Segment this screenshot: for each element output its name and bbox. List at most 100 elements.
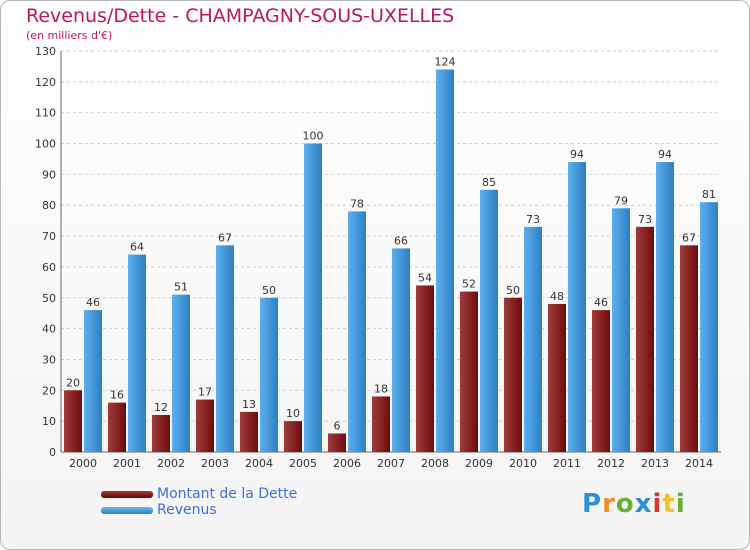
- legend-label-revenus: Revenus: [157, 502, 217, 518]
- data-label: 13: [242, 398, 256, 411]
- logo-letter: i: [675, 489, 686, 519]
- y-tick-label: 10: [42, 415, 56, 428]
- data-label: 73: [526, 213, 540, 226]
- data-label: 6: [334, 419, 341, 432]
- bar-revenus: [216, 245, 234, 452]
- logo-letter: i: [652, 489, 663, 519]
- bar-dette: [196, 399, 214, 452]
- bar-dette: [416, 285, 434, 452]
- bar-revenus: [612, 208, 630, 452]
- x-tick-label: 2005: [289, 457, 317, 470]
- bar-dette: [636, 226, 654, 452]
- data-label: 94: [570, 148, 584, 161]
- bar-revenus: [436, 69, 454, 452]
- x-tick-label: 2008: [421, 457, 449, 470]
- bar-revenus: [524, 226, 542, 452]
- data-label: 67: [682, 231, 696, 244]
- y-tick-label: 120: [35, 76, 56, 89]
- data-label: 64: [130, 241, 144, 254]
- legend-swatch-revenus: [101, 507, 153, 514]
- x-tick-label: 2006: [333, 457, 361, 470]
- data-label: 67: [218, 231, 232, 244]
- data-label: 51: [174, 281, 188, 294]
- bar-dette: [372, 396, 390, 452]
- bar-revenus: [172, 294, 190, 452]
- x-tick-label: 2009: [465, 457, 493, 470]
- x-tick-label: 2001: [113, 457, 141, 470]
- x-tick-label: 2011: [553, 457, 581, 470]
- proxiti-logo: Proxiti: [582, 489, 686, 519]
- data-label: 73: [638, 213, 652, 226]
- bar-dette: [328, 433, 346, 452]
- bar-revenus: [568, 162, 586, 453]
- bar-revenus: [348, 211, 366, 452]
- data-label: 50: [262, 284, 276, 297]
- chart-title: Revenus/Dette - CHAMPAGNY-SOUS-UXELLES: [26, 5, 455, 27]
- data-label: 79: [614, 194, 628, 207]
- logo-letter: o: [615, 489, 635, 519]
- bar-dette: [64, 390, 82, 452]
- data-label: 78: [350, 197, 364, 210]
- data-label: 94: [658, 148, 672, 161]
- y-tick-label: 90: [42, 168, 56, 181]
- data-label: 16: [110, 389, 124, 402]
- bar-dette: [460, 291, 478, 452]
- bar-dette: [240, 411, 258, 452]
- data-label: 17: [198, 386, 212, 399]
- logo-letter: P: [582, 489, 603, 519]
- data-label: 85: [482, 176, 496, 189]
- data-label: 124: [435, 56, 456, 69]
- y-tick-label: 30: [42, 353, 56, 366]
- bar-revenus: [656, 162, 674, 453]
- bar-dette: [504, 297, 522, 452]
- x-tick-label: 2010: [509, 457, 537, 470]
- y-tick-label: 40: [42, 323, 56, 336]
- y-tick-label: 110: [35, 107, 56, 120]
- data-label: 50: [506, 284, 520, 297]
- data-label: 46: [86, 296, 100, 309]
- logo-letter: r: [602, 489, 616, 519]
- y-tick-label: 20: [42, 384, 56, 397]
- data-label: 48: [550, 290, 564, 303]
- bar-dette: [152, 414, 170, 452]
- data-label: 100: [303, 130, 324, 143]
- data-label: 12: [154, 401, 168, 414]
- bar-dette: [592, 310, 610, 452]
- x-tick-label: 2007: [377, 457, 405, 470]
- x-tick-label: 2014: [685, 457, 713, 470]
- x-tick-label: 2003: [201, 457, 229, 470]
- bar-revenus: [84, 310, 102, 452]
- logo-letter: t: [662, 489, 676, 519]
- y-tick-label: 100: [35, 138, 56, 151]
- y-tick-label: 70: [42, 230, 56, 243]
- bar-revenus: [128, 254, 146, 452]
- bar-revenus: [304, 143, 322, 453]
- legend-label-debt: Montant de la Dette: [157, 486, 298, 502]
- data-label: 66: [394, 234, 408, 247]
- legend-swatch-debt: [101, 491, 153, 498]
- bar-revenus: [480, 189, 498, 453]
- data-label: 10: [286, 407, 300, 420]
- y-tick-label: 60: [42, 261, 56, 274]
- x-tick-label: 2002: [157, 457, 185, 470]
- data-label: 81: [702, 188, 716, 201]
- bar-revenus: [260, 297, 278, 452]
- bar-dette: [284, 421, 302, 452]
- logo-letter: x: [634, 489, 653, 519]
- bar-dette: [108, 402, 126, 452]
- data-label: 18: [374, 382, 388, 395]
- data-label: 54: [418, 271, 432, 284]
- data-label: 20: [66, 376, 80, 389]
- data-label: 52: [462, 278, 476, 291]
- y-tick-label: 130: [35, 45, 56, 58]
- x-tick-label: 2013: [641, 457, 669, 470]
- x-tick-label: 2012: [597, 457, 625, 470]
- bar-dette: [680, 245, 698, 452]
- y-tick-label: 50: [42, 292, 56, 305]
- x-tick-label: 2004: [245, 457, 273, 470]
- chart-subtitle: (en milliers d'€): [26, 29, 113, 42]
- bar-dette: [548, 303, 566, 452]
- x-tick-label: 2000: [69, 457, 97, 470]
- bar-revenus: [700, 202, 718, 452]
